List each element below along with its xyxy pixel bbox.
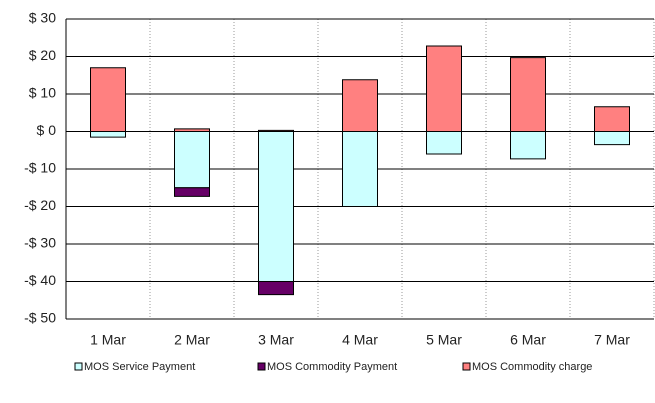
- x-tick-label: 1 Mar: [90, 332, 126, 348]
- legend-swatch: [257, 362, 266, 371]
- bar-segment: [258, 129, 294, 132]
- legend-label: MOS Commodity Payment: [267, 361, 397, 373]
- y-tick-label: -$ 30: [24, 235, 56, 251]
- bar-segment: [90, 67, 126, 132]
- bar-segment: [174, 131, 210, 189]
- legend-label: MOS Service Payment: [84, 361, 195, 373]
- bar-segment: [426, 45, 462, 132]
- bar-segment: [90, 131, 126, 138]
- bar-segment: [342, 131, 378, 207]
- x-tick-label: 5 Mar: [426, 332, 462, 348]
- x-tick-label: 3 Mar: [258, 332, 294, 348]
- bar-segment: [510, 131, 546, 160]
- bar-segment: [174, 128, 210, 132]
- bar-segment: [258, 131, 294, 282]
- x-tick-label: 7 Mar: [594, 332, 630, 348]
- legend-swatch: [462, 362, 471, 371]
- legend-label: MOS Commodity charge: [472, 361, 592, 373]
- y-tick-label: $ 0: [37, 122, 57, 138]
- bar-segment: [594, 106, 630, 132]
- y-tick-label: -$ 20: [24, 197, 56, 213]
- x-tick-label: 4 Mar: [342, 332, 378, 348]
- x-tick-label: 6 Mar: [510, 332, 546, 348]
- x-tick-label: 2 Mar: [174, 332, 210, 348]
- y-tick-label: -$ 10: [24, 160, 56, 176]
- y-tick-label: $ 20: [29, 47, 56, 63]
- y-tick-label: $ 10: [29, 85, 56, 101]
- bar-segment: [174, 187, 210, 197]
- y-tick-label: -$ 50: [24, 310, 56, 326]
- bar-segment: [510, 57, 546, 132]
- bar-segment: [258, 281, 294, 296]
- bar-segment: [426, 131, 462, 155]
- bar-segment: [342, 79, 378, 132]
- bar-segment: [594, 131, 630, 146]
- y-tick-label: -$ 40: [24, 272, 56, 288]
- y-tick-label: $ 30: [29, 10, 56, 26]
- legend-swatch: [74, 362, 83, 371]
